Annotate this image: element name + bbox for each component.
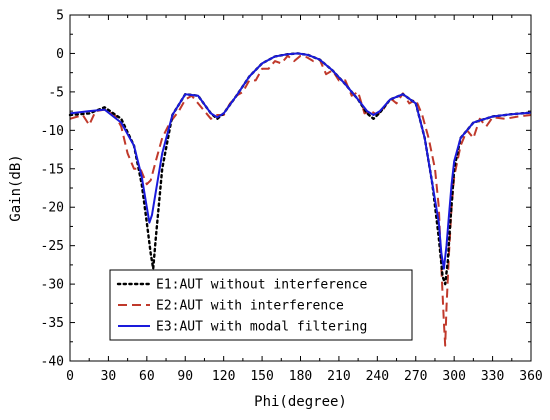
x-tick-label: 360 <box>519 369 542 384</box>
x-tick-label: 210 <box>327 369 350 384</box>
y-tick-label: -35 <box>41 316 64 331</box>
x-tick-label: 330 <box>481 369 504 384</box>
y-tick-label: -25 <box>41 239 64 254</box>
x-tick-label: 300 <box>442 369 465 384</box>
legend-box <box>109 269 413 341</box>
series-line-3 <box>69 52 532 270</box>
x-tick-label: 240 <box>366 369 389 384</box>
y-tick-label: -30 <box>41 278 64 293</box>
legend-label-3: E3:AUT with modal filtering <box>156 320 367 335</box>
x-tick-label: 270 <box>404 369 427 384</box>
series-line-2 <box>69 54 532 347</box>
x-tick-label: 30 <box>101 369 117 384</box>
x-tick-label: 0 <box>66 369 74 384</box>
y-tick-label: -15 <box>41 162 64 177</box>
chart-axes: 0 30 60 90 120 150 180 210 240 270 300 330 360 5 0 -5 -1… <box>41 9 543 385</box>
y-axis-title: Gain(dB) <box>8 154 24 221</box>
legend-label-2: E2:AUT with interference <box>156 299 344 314</box>
x-tick-label: 180 <box>289 369 312 384</box>
x-tick-label: 150 <box>250 369 273 384</box>
legend-label-1: E1:AUT without interference <box>156 278 367 293</box>
x-tick-label: 90 <box>177 369 193 384</box>
x-axis-title: Phi(degree) <box>254 394 347 410</box>
x-tick-label: 60 <box>139 369 155 384</box>
y-tick-label: -20 <box>41 201 64 216</box>
y-tick-label: -5 <box>48 85 64 100</box>
legend: E1:AUT without interference E2:AUT with i… <box>109 269 413 341</box>
chart-marks <box>68 52 533 347</box>
x-tick-label: 120 <box>212 369 235 384</box>
y-tick-label: -40 <box>41 355 64 370</box>
y-tick-label: -10 <box>41 124 64 139</box>
y-tick-label: 5 <box>56 9 64 24</box>
y-tick-label: 0 <box>56 47 64 62</box>
